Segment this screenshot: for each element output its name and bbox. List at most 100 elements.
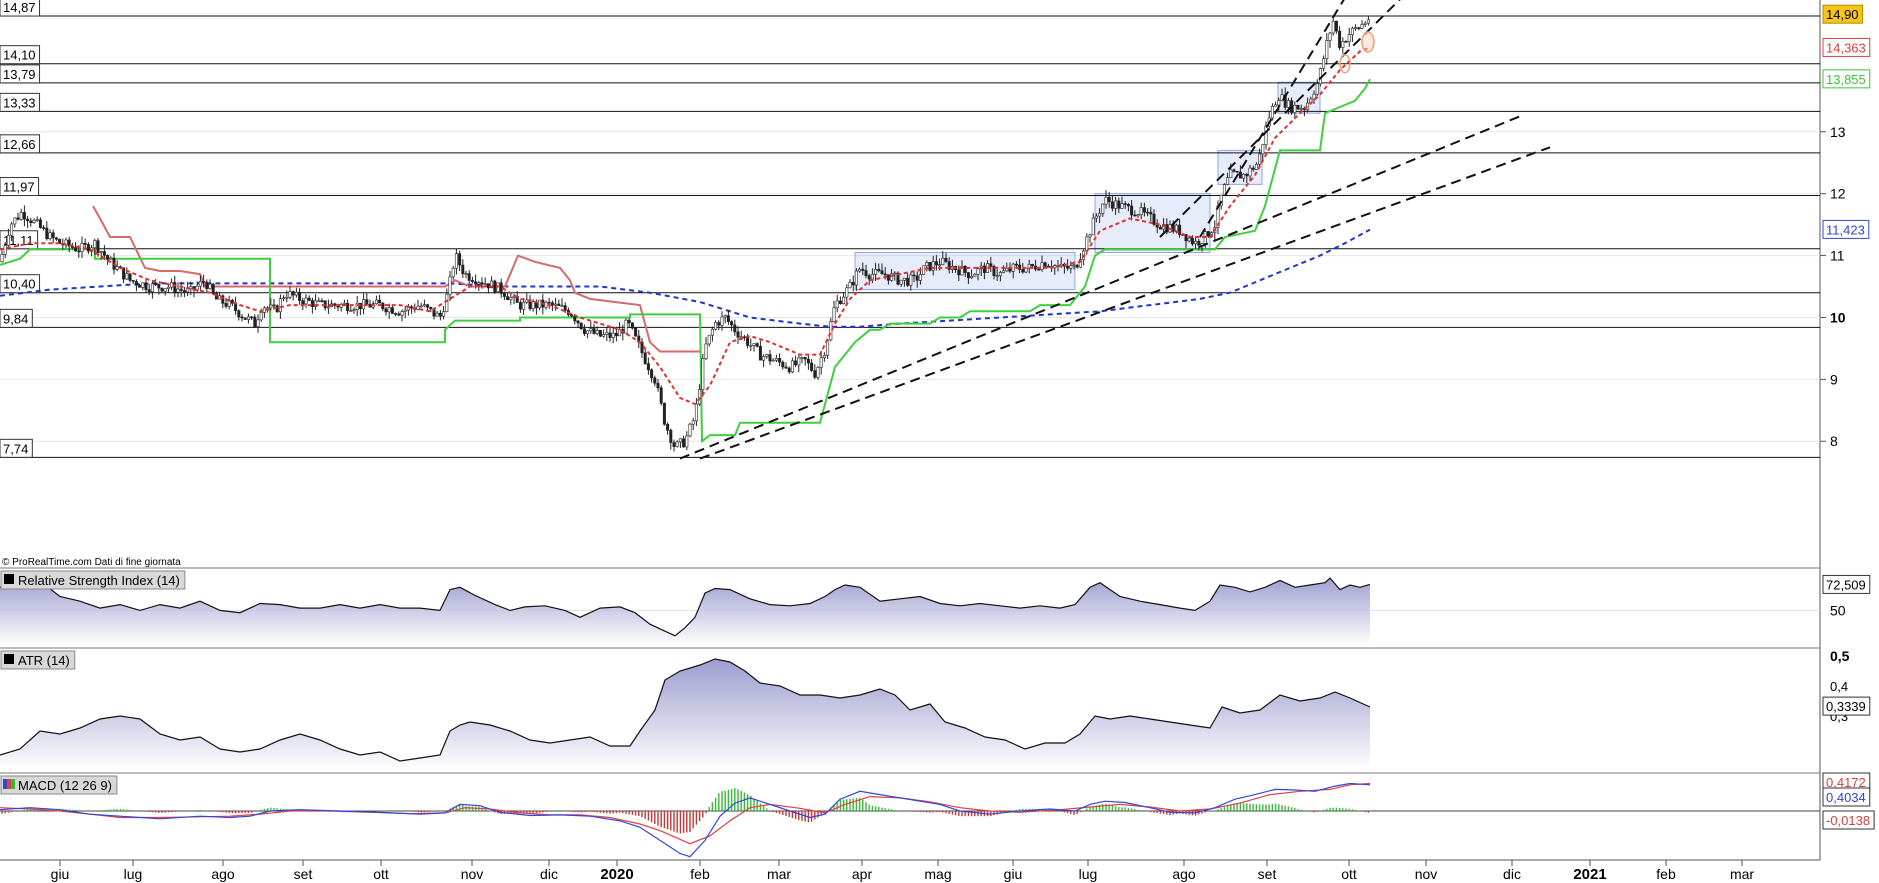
candlestick-body: [1158, 226, 1162, 230]
x-tick-label: nov: [1415, 866, 1438, 882]
candlestick-body: [582, 328, 586, 334]
candlestick-body: [1261, 144, 1265, 155]
candlestick-body: [554, 303, 558, 306]
candlestick-body: [557, 303, 561, 307]
x-tick-label: 2020: [600, 866, 633, 883]
candlestick-body: [1286, 100, 1290, 108]
candlestick-body: [1046, 265, 1050, 268]
candlestick-body: [1149, 211, 1153, 215]
candlestick-body: [1315, 83, 1319, 95]
candlestick-body: [608, 332, 612, 338]
candlestick-body: [1152, 213, 1156, 225]
candlestick-body: [938, 264, 942, 266]
candlestick-body: [1296, 104, 1300, 110]
price-tick-label: 10: [1830, 309, 1846, 325]
candlestick-body: [374, 299, 378, 304]
candlestick-body: [35, 219, 39, 222]
candlestick-body: [653, 377, 657, 384]
candlestick-body: [1235, 171, 1239, 173]
candlestick-body: [38, 219, 42, 228]
candlestick-body: [531, 301, 535, 309]
candlestick-body: [1254, 164, 1258, 170]
candlestick-body: [698, 389, 702, 405]
candlestick-body: [138, 285, 142, 288]
trendline: [1159, 0, 1401, 238]
candlestick-body: [934, 261, 938, 266]
candlestick-body: [957, 269, 961, 276]
candlestick-body: [1139, 207, 1143, 216]
candlestick-body: [339, 304, 343, 308]
candlestick-body: [429, 306, 433, 310]
candlestick-body: [394, 313, 398, 315]
candlestick-body: [995, 275, 999, 277]
horizontal-level-label: 10,40: [3, 277, 36, 292]
candlestick-body: [474, 281, 478, 285]
candlestick-body: [906, 277, 910, 286]
candlestick-body: [390, 307, 394, 314]
candlestick-body: [1030, 263, 1034, 267]
candlestick-body: [861, 268, 865, 271]
candlestick-body: [784, 366, 788, 369]
candlestick-body: [1091, 217, 1095, 236]
x-tick-label: ott: [1341, 866, 1357, 882]
candlestick-body: [787, 367, 791, 373]
candlestick-body: [173, 282, 177, 293]
candlestick-body: [1350, 27, 1354, 35]
horizontal-level-label-box: [0, 438, 33, 458]
candlestick-body: [1293, 104, 1297, 113]
candlestick-body: [579, 322, 583, 330]
x-tick-label: nov: [461, 866, 484, 882]
candlestick-body: [26, 218, 30, 222]
candlestick-body: [659, 387, 663, 404]
candlestick-body: [1072, 264, 1076, 267]
rsi-tick-label: 50: [1830, 602, 1846, 618]
candlestick-body: [1245, 173, 1249, 177]
candlestick-body: [32, 219, 36, 223]
price-tick-label: 8: [1830, 433, 1838, 449]
candlestick-body: [502, 293, 506, 297]
atr-area: [0, 659, 1370, 770]
candlestick-body: [1277, 100, 1281, 106]
candlestick-body: [672, 442, 676, 447]
candlestick-body: [166, 286, 170, 289]
candlestick-body: [435, 312, 439, 317]
candlestick-body: [896, 272, 900, 285]
candlestick-body: [1133, 214, 1137, 217]
candlestick-body: [106, 255, 110, 260]
candlestick-body: [682, 438, 686, 448]
candlestick-body: [771, 359, 775, 362]
macd-color-swatch: [11, 779, 15, 789]
candlestick-body: [768, 354, 772, 362]
candlestick-body: [195, 285, 199, 291]
candlestick-body: [202, 281, 206, 283]
candlestick-body: [694, 403, 698, 422]
candlestick-body: [1014, 263, 1018, 266]
candlestick-body: [576, 320, 580, 324]
candlestick-body: [483, 283, 487, 285]
candlestick-body: [714, 322, 718, 330]
candlestick-body: [240, 316, 244, 319]
atr-tick-label: 0,4: [1830, 679, 1848, 694]
candlestick-body: [1347, 34, 1351, 43]
fast-moving-average-line: [0, 46, 1371, 406]
candlestick-body: [86, 244, 90, 252]
candlestick-body: [1123, 203, 1127, 205]
candlestick-body: [618, 329, 622, 337]
atr-value-label: 0,3339: [1826, 699, 1866, 714]
candlestick-body: [1165, 224, 1169, 233]
candlestick-body: [256, 319, 260, 327]
candlestick-body: [589, 328, 593, 332]
candlestick-body: [1069, 265, 1073, 269]
candlestick-body: [1354, 27, 1358, 29]
candlestick-body: [176, 288, 180, 293]
candlestick-body: [42, 227, 46, 229]
candlestick-body: [13, 217, 17, 225]
candlestick-body: [1184, 234, 1188, 242]
candlestick-body: [80, 243, 84, 252]
candlestick-body: [246, 316, 250, 320]
candlestick-body: [480, 282, 484, 285]
candlestick-body: [102, 251, 106, 256]
candlestick-body: [93, 240, 97, 249]
candlestick-body: [883, 273, 887, 276]
candlestick-body: [1136, 214, 1140, 217]
